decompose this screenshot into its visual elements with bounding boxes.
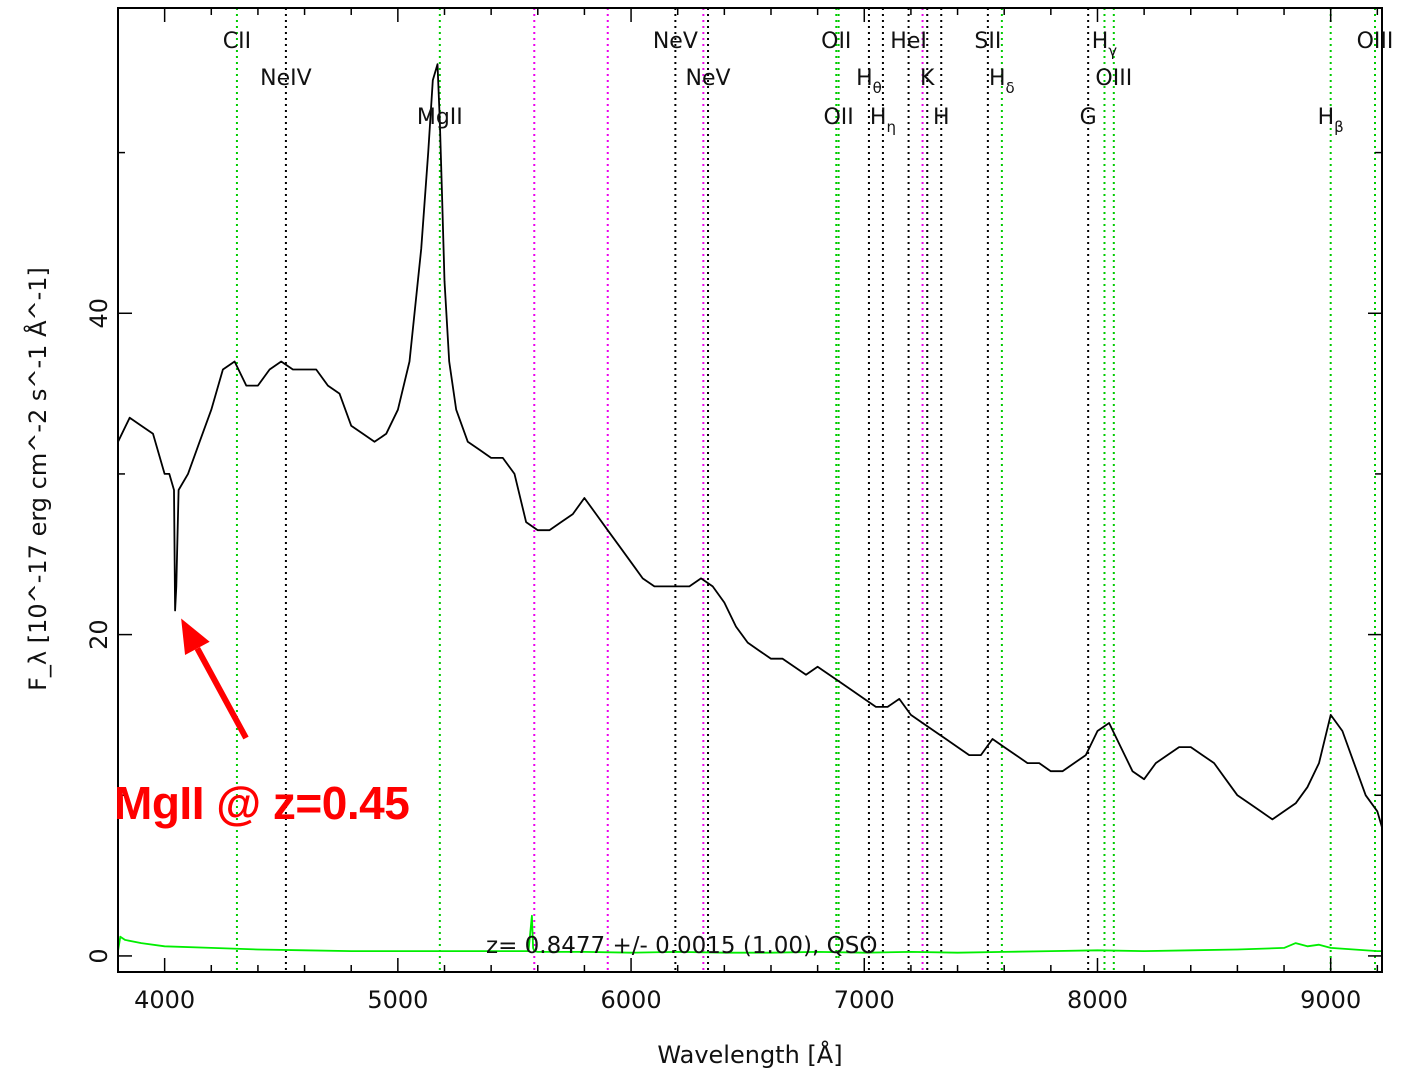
line-label-2: MgII [417, 105, 463, 130]
line-label-22: OIII [1357, 29, 1394, 54]
line-label-0: CII [223, 29, 251, 54]
arrow-head [181, 618, 210, 656]
x-tick-label-0: 4000 [134, 986, 195, 1014]
axes-frame [117, 7, 1383, 973]
line-label-15: H [933, 105, 950, 130]
redshift-label: z= 0.8477 +/- 0.0015 (1.00), QSO [486, 933, 878, 959]
line-label-1: NeIV [260, 66, 312, 91]
x-axis-label: Wavelength [Å] [657, 1041, 843, 1069]
y-tick-label-1: 20 [85, 619, 113, 650]
x-tick-label-3: 7000 [834, 986, 895, 1014]
x-tick-label-2: 6000 [601, 986, 662, 1014]
line-label-14: K [920, 66, 935, 91]
line-label-20: OIII [1095, 66, 1132, 91]
line-label-9: OII [823, 105, 853, 130]
line-label-17: Hδ [989, 66, 1015, 97]
line-label-18: G [1080, 105, 1097, 130]
mgii-annotation-label: MgII @ z=0.45 [114, 777, 410, 829]
plot-frame [117, 7, 1383, 973]
line-markers [235, 8, 1377, 972]
line-label-5: NeV [653, 29, 698, 54]
y-tick-label-0: 0 [85, 948, 113, 963]
series-line-0 [117, 63, 1383, 828]
line-label-12: HeI [890, 29, 927, 54]
x-tick-label-1: 5000 [367, 986, 428, 1014]
line-label-8: OII [821, 29, 851, 54]
line-label-21: Hβ [1318, 105, 1344, 136]
line-label-16: SII [974, 29, 1001, 54]
series-line-1 [117, 914, 1382, 954]
line-label-10: Hθ [856, 66, 882, 97]
y-tick-label-2: 40 [85, 298, 113, 329]
x-tick-label-4: 8000 [1067, 986, 1128, 1014]
line-label-7: NeV [685, 66, 730, 91]
line-label-19: Hγ [1092, 29, 1118, 60]
x-tick-label-5: 9000 [1300, 986, 1361, 1014]
arrow-shaft [194, 646, 249, 740]
series-layer [117, 63, 1383, 954]
line-label-11: Hη [870, 105, 896, 136]
annotation-arrow [181, 618, 249, 740]
axis-ticks: 4000 5000 6000 7000 8000 9000 0 20 40 [85, 8, 1382, 1014]
